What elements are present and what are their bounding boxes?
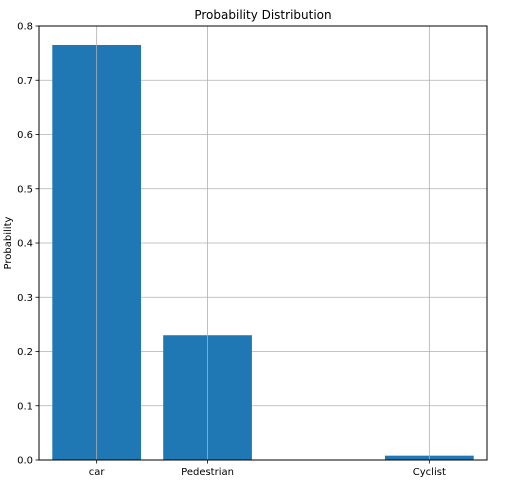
y-tick-label: 0.5 <box>17 184 33 195</box>
x-axis-ticks: car Pedestrian Cyclist <box>89 460 446 478</box>
y-tick-label: 0.7 <box>17 76 33 87</box>
y-tick-label: 0.0 <box>17 456 33 467</box>
y-tick-label: 0.2 <box>17 347 33 358</box>
x-tick-label: Pedestrian <box>181 467 234 478</box>
x-tick-label: car <box>89 467 106 478</box>
chart-title: Probability Distribution <box>194 8 331 22</box>
x-tick-label: Cyclist <box>413 467 446 478</box>
y-tick-label: 0.3 <box>17 293 33 304</box>
y-tick-label: 0.8 <box>17 22 33 33</box>
y-axis-label: Probability <box>3 216 14 269</box>
bars <box>52 44 474 461</box>
x-grid-lines <box>96 26 430 460</box>
y-tick-label: 0.6 <box>17 130 33 141</box>
y-axis-ticks: 0.0 0.1 0.2 0.3 0.4 0.5 0.6 0.7 0.8 <box>17 22 39 467</box>
y-tick-label: 0.4 <box>17 239 33 250</box>
y-tick-label: 0.1 <box>17 401 33 412</box>
